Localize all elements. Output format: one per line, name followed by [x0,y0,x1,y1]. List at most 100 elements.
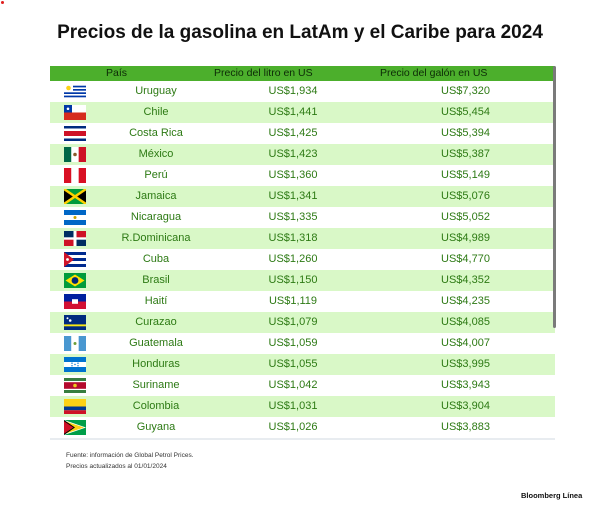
table-row: Guatemala US$1,059 US$4,007 [50,333,555,354]
price-per-gallon: US$3,904 [441,400,490,412]
flag-cell [50,354,102,375]
price-per-gallon: US$5,149 [441,169,490,181]
flag-cell [50,102,102,123]
flag-cell [50,81,102,102]
flag-cell [50,270,102,291]
flag-cell [50,228,102,249]
header-galon[interactable]: Precio del galón en US [380,67,488,79]
country-name: Guyana [136,421,176,433]
price-per-liter: US$1,119 [268,295,318,307]
curacao-flag-icon [64,315,86,330]
table-row: Haití US$1,119 US$4,235 [50,291,555,312]
gasoline-price-table: País Precio del litro en US Precio del g… [50,66,555,438]
price-per-gallon: US$5,387 [441,148,490,160]
jamaica-flag-icon [64,189,86,204]
country-name: Brasil [142,274,170,286]
table-row: Guyana US$1,026 US$3,883 [50,417,555,438]
price-per-liter: US$1,150 [268,274,318,286]
price-per-liter: US$1,031 [268,400,318,412]
price-per-liter: US$1,059 [268,337,318,349]
colombia-flag-icon [64,399,86,414]
country-name: Jamaica [135,190,177,202]
price-per-gallon: US$4,770 [441,253,490,265]
flag-cell [50,186,102,207]
country-name: México [138,148,174,160]
nicaragua-flag-icon [64,210,86,225]
flag-cell [50,123,102,144]
red-dot-marker [1,1,4,4]
price-per-liter: US$1,360 [268,169,318,181]
price-per-liter: US$1,026 [268,421,318,433]
table-row: Jamaica US$1,341 US$5,076 [50,186,555,207]
country-name: Cuba [142,253,170,265]
country-name: Curazao [135,316,177,328]
price-per-liter: US$1,260 [268,253,318,265]
table-row: Chile US$1,441 US$5,454 [50,102,555,123]
price-per-gallon: US$3,883 [441,421,490,433]
mexico-flag-icon [64,147,86,162]
table-row: Cuba US$1,260 US$4,770 [50,249,555,270]
flag-cell [50,144,102,165]
price-per-gallon: US$5,076 [441,190,490,202]
country-name: Suriname [132,379,180,391]
price-per-liter: US$1,318 [268,232,318,244]
guyana-flag-icon [64,420,86,435]
flag-cell [50,312,102,333]
vertical-scrollbar[interactable] [553,66,556,328]
price-per-liter: US$1,934 [268,85,318,97]
table-container: País Precio del litro en US Precio del g… [50,66,555,440]
header-country[interactable]: País [106,67,128,79]
flag-cell [50,249,102,270]
source-note: Fuente: información de Global Petrol Pri… [66,450,194,472]
price-per-liter: US$1,042 [268,379,318,391]
price-per-liter: US$1,441 [268,106,318,118]
table-row: R.Dominicana US$1,318 US$4,989 [50,228,555,249]
country-name: Costa Rica [129,127,183,139]
country-name: Chile [143,106,169,118]
table-row: Suriname US$1,042 US$3,943 [50,375,555,396]
dominican-republic-flag-icon [64,231,86,246]
price-per-gallon: US$5,394 [441,127,490,139]
price-per-gallon: US$5,052 [441,211,490,223]
country-name: Guatemala [129,337,183,349]
header-litro[interactable]: Precio del litro en US [214,67,313,79]
table-row: México US$1,423 US$5,387 [50,144,555,165]
country-name: Nicaragua [130,211,182,223]
price-per-gallon: US$3,943 [441,379,490,391]
uruguay-flag-icon [64,84,86,99]
flag-cell [50,291,102,312]
brazil-flag-icon [64,273,86,288]
source-line-2: Precios actualizados al 01/01/2024 [66,463,167,470]
price-per-liter: US$1,335 [268,211,318,223]
price-per-gallon: US$4,007 [441,337,490,349]
country-name: Haití [144,295,168,307]
price-per-gallon: US$4,085 [441,316,490,328]
flag-cell [50,165,102,186]
flag-cell [50,375,102,396]
price-per-liter: US$1,341 [268,190,318,202]
table-row: Costa Rica US$1,425 US$5,394 [50,123,555,144]
table-row: Colombia US$1,031 US$3,904 [50,396,555,417]
table-row: Curazao US$1,079 US$4,085 [50,312,555,333]
country-name: Perú [144,169,168,181]
haiti-flag-icon [64,294,86,309]
table-row: Uruguay US$1,934 US$7,320 [50,81,555,102]
table-row: Nicaragua US$1,335 US$5,052 [50,207,555,228]
price-per-liter: US$1,425 [268,127,318,139]
country-name: Colombia [132,400,180,412]
header-flag [50,66,102,81]
flag-cell [50,207,102,228]
flag-cell [50,333,102,354]
price-per-gallon: US$3,995 [441,358,490,370]
brand-logo: Bloomberg Línea [521,491,583,500]
price-per-gallon: US$7,320 [441,85,490,97]
price-per-liter: US$1,055 [268,358,318,370]
flag-cell [50,417,102,438]
table-header-row: País Precio del litro en US Precio del g… [50,66,555,81]
costa-rica-flag-icon [64,126,86,141]
country-name: Honduras [132,358,180,370]
country-name: R.Dominicana [121,232,191,244]
table-row: Brasil US$1,150 US$4,352 [50,270,555,291]
guatemala-flag-icon [64,336,86,351]
price-per-gallon: US$4,352 [441,274,490,286]
